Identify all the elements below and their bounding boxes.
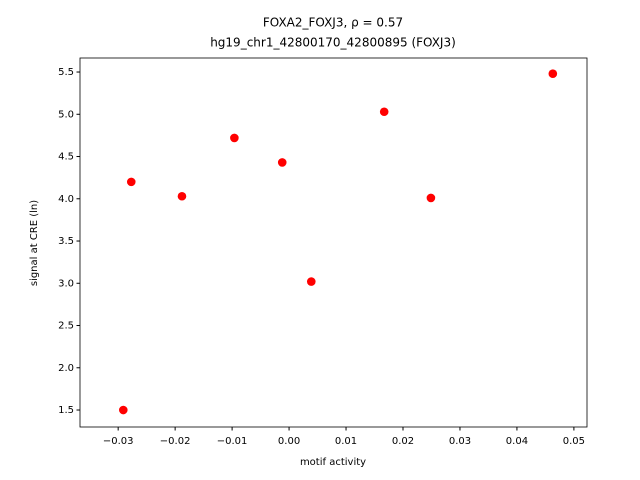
x-axis-label: motif activity	[300, 457, 366, 468]
plot-frame	[79, 57, 588, 428]
point	[306, 277, 316, 286]
y-tick-label: 5.0	[58, 109, 74, 120]
chart-subtitle: hg19_chr1_42800170_42800895 (FOXJ3)	[210, 36, 456, 50]
y-axis-label: signal at CRE (ln)	[29, 200, 40, 286]
y-tick-label: 3.5	[58, 236, 74, 247]
x-tick-label: 0.01	[335, 436, 357, 447]
point	[126, 177, 136, 187]
y-tick-label: 2.5	[58, 321, 74, 332]
y-tick-label: 4.0	[58, 194, 74, 205]
x-tick-label: −0.03	[103, 436, 134, 447]
y-tick-label: 3.0	[58, 278, 74, 289]
point	[118, 405, 128, 415]
y-tick-label: 1.5	[58, 405, 74, 416]
point	[426, 193, 436, 203]
chart-title: FOXA2_FOXJ3, ρ = 0.57	[263, 16, 403, 30]
x-tick-label: 0.04	[506, 436, 528, 447]
point	[379, 107, 389, 117]
point	[548, 69, 558, 79]
x-tick-label: −0.02	[160, 436, 191, 447]
x-tick-label: 0.05	[563, 436, 585, 447]
x-tick-label: 0.02	[392, 436, 414, 447]
x-tick-label: 0.03	[449, 436, 471, 447]
point	[230, 133, 239, 143]
y-tick-label: 5.5	[58, 67, 74, 78]
point	[277, 158, 287, 167]
y-tick-label: 2.0	[58, 363, 74, 374]
x-tick-label: 0.00	[278, 436, 300, 447]
point	[177, 191, 187, 201]
x-tick-label: −0.01	[217, 436, 248, 447]
y-tick-label: 4.5	[58, 152, 74, 163]
